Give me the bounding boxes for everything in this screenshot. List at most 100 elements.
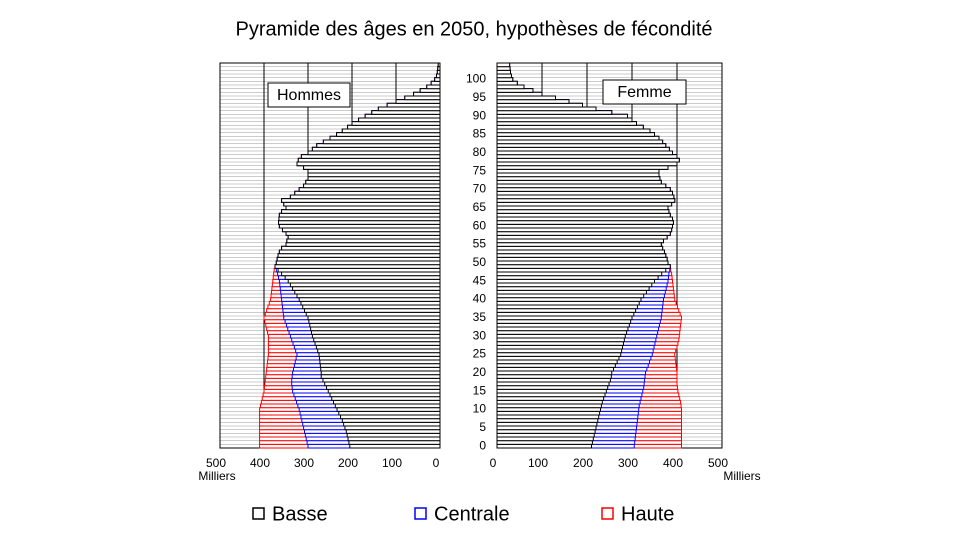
y-tick-label: 55 bbox=[473, 237, 487, 251]
bar bbox=[496, 260, 669, 266]
bar bbox=[345, 429, 441, 434]
bar bbox=[430, 80, 441, 86]
bar bbox=[496, 385, 609, 390]
bar bbox=[496, 121, 637, 126]
bar bbox=[496, 344, 624, 350]
bar bbox=[320, 366, 441, 372]
bar bbox=[340, 414, 441, 420]
bar bbox=[287, 234, 441, 240]
bar bbox=[496, 150, 673, 156]
bar bbox=[496, 245, 664, 251]
bar bbox=[336, 132, 441, 137]
bar bbox=[300, 300, 441, 306]
bar bbox=[496, 286, 650, 291]
legend-label: Haute bbox=[621, 503, 674, 525]
bar bbox=[344, 425, 441, 431]
bar bbox=[496, 308, 637, 313]
bar bbox=[377, 106, 441, 112]
bar bbox=[281, 198, 441, 203]
bar bbox=[496, 388, 607, 394]
bar bbox=[434, 77, 441, 82]
bar bbox=[496, 363, 616, 368]
bar bbox=[496, 355, 620, 361]
bar bbox=[496, 429, 596, 434]
panel-label: Hommes bbox=[277, 87, 341, 104]
bar bbox=[496, 275, 659, 280]
bar bbox=[496, 242, 662, 247]
bar bbox=[316, 143, 441, 148]
bar bbox=[496, 352, 622, 357]
bar bbox=[496, 256, 668, 262]
y-tick-label: 0 bbox=[479, 438, 486, 452]
bar bbox=[307, 168, 441, 174]
bar bbox=[281, 209, 441, 214]
bar bbox=[496, 271, 663, 277]
bar bbox=[305, 311, 441, 317]
y-tick-label: 40 bbox=[473, 292, 487, 306]
bar bbox=[298, 297, 441, 302]
bar bbox=[287, 278, 441, 284]
y-tick-label: 60 bbox=[473, 218, 487, 232]
bar bbox=[303, 183, 441, 189]
bar bbox=[496, 209, 670, 214]
y-tick-label: 80 bbox=[473, 145, 487, 159]
bar bbox=[496, 110, 613, 115]
bar bbox=[496, 179, 662, 185]
bar bbox=[496, 432, 595, 438]
bar bbox=[294, 190, 441, 196]
bar bbox=[307, 150, 441, 156]
bar bbox=[496, 194, 675, 200]
bar bbox=[413, 91, 441, 97]
bar bbox=[364, 113, 441, 119]
bar bbox=[289, 282, 441, 288]
bar bbox=[496, 77, 514, 82]
bar bbox=[319, 363, 441, 368]
bar bbox=[496, 165, 669, 170]
panel-label: Femme bbox=[617, 84, 671, 101]
bar bbox=[496, 319, 632, 324]
bar bbox=[496, 425, 597, 431]
bar bbox=[285, 231, 441, 236]
bar bbox=[496, 311, 635, 317]
bar bbox=[496, 341, 624, 346]
bar bbox=[347, 124, 441, 130]
bar bbox=[338, 410, 441, 416]
x-tick-label: 400 bbox=[250, 456, 270, 470]
bar bbox=[496, 201, 673, 207]
bar bbox=[303, 308, 441, 313]
y-tick-label: 65 bbox=[473, 200, 487, 214]
bar bbox=[496, 205, 669, 211]
bar bbox=[496, 187, 671, 192]
bar bbox=[496, 359, 618, 365]
bar bbox=[296, 161, 441, 167]
bar bbox=[309, 322, 441, 328]
bar bbox=[496, 146, 670, 152]
y-tick-label: 50 bbox=[473, 255, 487, 269]
bar bbox=[496, 421, 598, 427]
bar bbox=[322, 377, 441, 383]
bar bbox=[435, 73, 441, 79]
bar bbox=[496, 106, 597, 112]
bar bbox=[349, 443, 441, 449]
bar bbox=[496, 370, 613, 376]
bar bbox=[496, 84, 525, 90]
bar bbox=[278, 212, 441, 218]
bar bbox=[278, 249, 441, 255]
bar bbox=[324, 381, 441, 387]
x-tick-label: 500 bbox=[708, 456, 728, 470]
x-tick-label: 400 bbox=[663, 456, 683, 470]
bar bbox=[277, 267, 441, 273]
bar bbox=[496, 117, 633, 123]
y-tick-label: 30 bbox=[473, 328, 487, 342]
bar bbox=[496, 139, 664, 145]
bar bbox=[347, 436, 441, 442]
bar bbox=[496, 66, 511, 71]
bar bbox=[496, 80, 518, 86]
bar bbox=[496, 330, 628, 335]
bar bbox=[333, 399, 441, 405]
bar bbox=[275, 260, 441, 266]
y-tick-label: 10 bbox=[473, 402, 487, 416]
bar bbox=[318, 352, 441, 357]
bar bbox=[496, 377, 611, 383]
